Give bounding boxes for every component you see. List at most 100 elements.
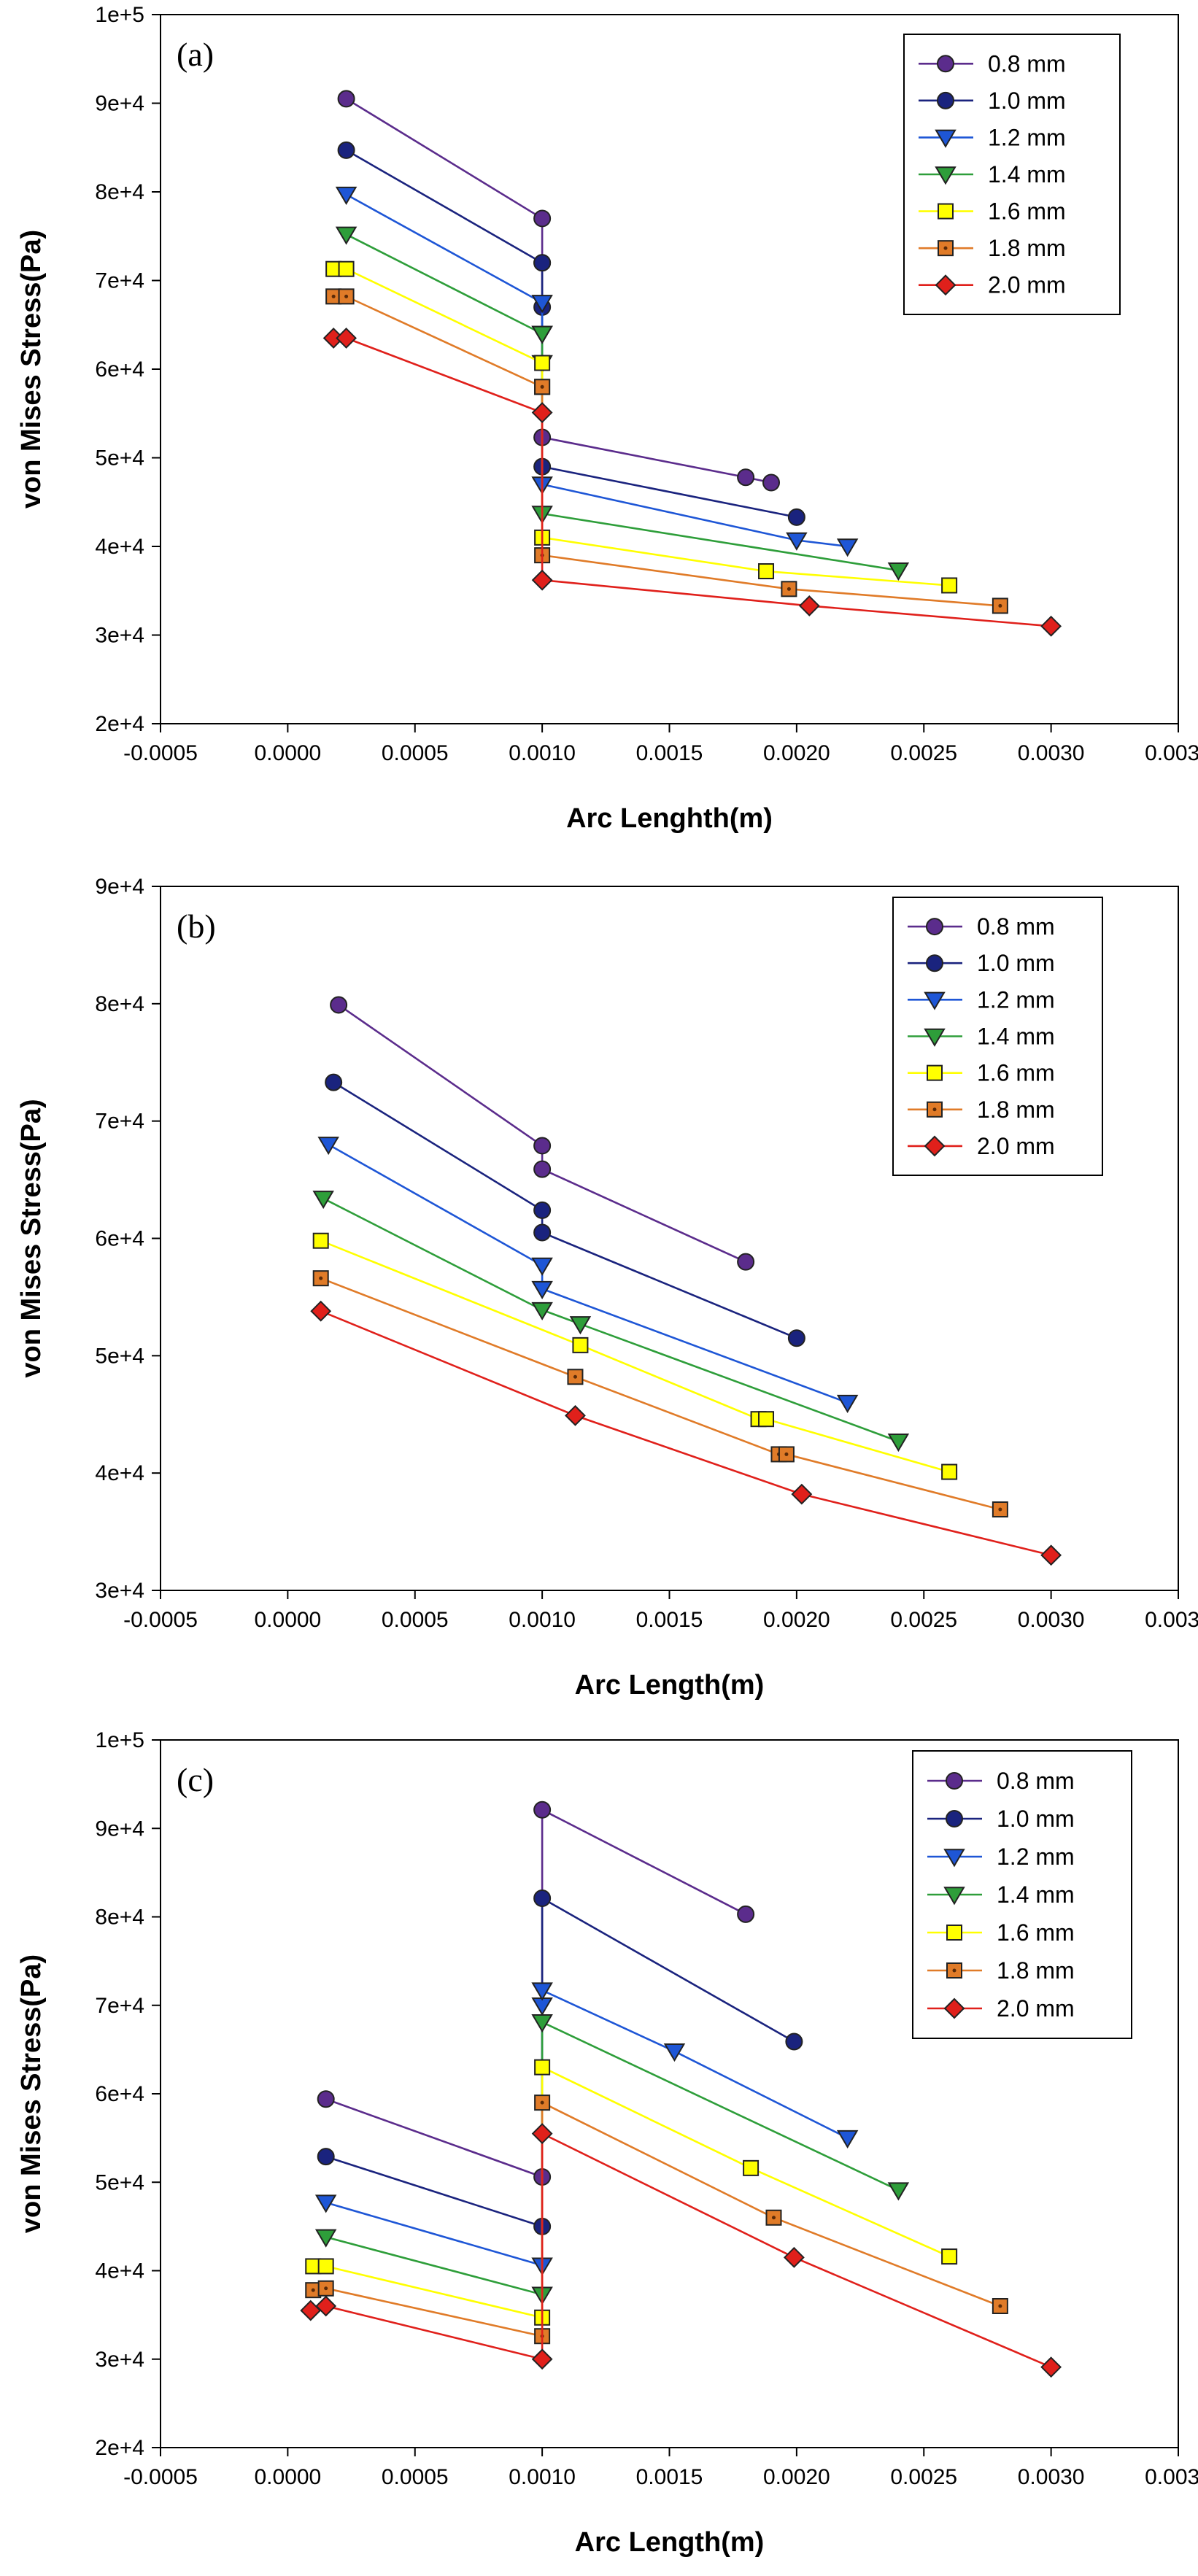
data-point (336, 328, 358, 349)
series-line (313, 2065, 950, 2319)
marker-center-dot (787, 587, 791, 591)
data-point (533, 254, 552, 272)
x-tick-label: 0.0030 (1018, 2465, 1085, 2489)
data-point (787, 508, 805, 526)
x-tick-label: 0.0025 (890, 741, 957, 765)
series-line (325, 2020, 899, 2296)
data-point (533, 1801, 552, 1819)
y-tick-label: 6e+4 (95, 2082, 144, 2106)
legend-label: 0.8 mm (988, 50, 1066, 77)
x-tick-label: 0.0035 (1145, 741, 1198, 765)
legend-label: 0.8 mm (997, 1768, 1075, 1794)
marker-center-dot (784, 1452, 789, 1456)
marker-center-dot (771, 2216, 776, 2220)
legend-swatch-marker (924, 1028, 946, 1047)
legend: 0.8 mm 1.0 mm 1.2 mm 1.4 mm 1.6 mm 1.8 mm 2.0 … (912, 1750, 1132, 2039)
data-point (786, 532, 808, 551)
series-group (337, 90, 780, 492)
legend-swatch-marker (926, 918, 943, 936)
series-group (312, 1270, 1008, 1518)
data-point (534, 2059, 551, 2076)
data-point (572, 1337, 589, 1353)
legend-label: 1.0 mm (977, 950, 1055, 976)
legend-swatch-marker (926, 954, 943, 972)
data-point (531, 2014, 553, 2033)
data-point (1040, 1544, 1062, 1566)
series-group (335, 186, 859, 557)
series-group (312, 1232, 958, 1480)
series-group (322, 328, 1062, 637)
series-line (345, 149, 797, 519)
y-tick-label: 8e+4 (95, 1906, 144, 1930)
data-point (335, 186, 358, 205)
data-point (737, 1905, 755, 1923)
data-point (533, 1890, 552, 1908)
series-group (317, 1801, 755, 2186)
data-point (531, 569, 553, 591)
data-point (743, 2159, 760, 2176)
series-group (335, 226, 910, 581)
legend-label: 1.4 mm (977, 1024, 1055, 1050)
x-axis-title: Arc Length(m) (575, 1670, 765, 1701)
legend-swatch-marker (935, 274, 957, 296)
data-point (533, 1201, 552, 1219)
y-tick-label: 2e+4 (95, 2436, 144, 2460)
y-tick-label: 3e+4 (95, 2348, 144, 2372)
series-group (312, 1191, 910, 1453)
chart-panel: -0.0005 0.0000 0.0005 0.0010 0.0015 0.0020 0.0… (16, 3, 1198, 834)
data-point (337, 141, 355, 159)
legend-label: 1.6 mm (988, 198, 1066, 225)
data-point (325, 1073, 343, 1091)
data-point (531, 1257, 553, 1276)
panel-label: (c) (177, 1761, 214, 1798)
legend-label: 1.4 mm (997, 1881, 1075, 1908)
chart-panel: -0.0005 0.0000 0.0005 0.0010 0.0015 0.0020 0.0… (16, 875, 1198, 1701)
series-group (300, 2123, 1062, 2378)
data-point (533, 1137, 552, 1155)
data-point (531, 2123, 553, 2144)
x-tick-label: 0.0000 (254, 2465, 321, 2489)
data-point (887, 2182, 910, 2201)
y-tick-label: 9e+4 (95, 1817, 144, 1841)
marker-center-dot (998, 603, 1002, 608)
series-group (314, 1982, 859, 2276)
marker-center-dot (943, 246, 948, 250)
y-axis-title: von Mises Stress(Pa) (16, 230, 47, 508)
data-point (791, 1483, 813, 1505)
data-point (758, 563, 775, 580)
series-line (325, 1808, 746, 2178)
y-tick-label: 3e+4 (95, 624, 144, 648)
x-tick-label: 0.0015 (636, 741, 703, 765)
marker-center-dot (540, 384, 544, 389)
legend-swatch-marker (935, 129, 957, 148)
series-group (337, 141, 805, 526)
x-tick-label: 0.0015 (636, 2465, 703, 2489)
data-point (531, 325, 553, 344)
marker-center-dot (998, 1507, 1002, 1512)
y-tick-label: 4e+4 (95, 2259, 144, 2283)
legend-swatch-marker (937, 55, 954, 73)
x-tick-label: 0.0020 (763, 2465, 830, 2489)
legend-swatch-marker (924, 1135, 946, 1157)
x-tick-label: -0.0005 (123, 741, 198, 765)
data-point (315, 2295, 337, 2317)
series-line (345, 233, 899, 572)
legend-box (892, 897, 1103, 1176)
legend-label: 1.2 mm (988, 124, 1066, 150)
series-group (314, 2014, 910, 2305)
y-tick-label: 5e+4 (95, 1344, 144, 1368)
legend-swatch-marker (924, 991, 946, 1010)
legend-swatch-marker (935, 166, 957, 185)
series-line (345, 98, 772, 484)
marker-center-dot (311, 2288, 315, 2292)
y-tick-label: 8e+4 (95, 180, 144, 204)
x-tick-label: 0.0005 (382, 1608, 449, 1632)
data-point (941, 1463, 958, 1480)
data-point (337, 90, 355, 108)
data-point (836, 1394, 859, 1413)
legend-swatch-marker (946, 1810, 963, 1827)
x-tick-label: 0.0000 (254, 741, 321, 765)
data-point (887, 562, 910, 581)
data-point (533, 1223, 552, 1242)
